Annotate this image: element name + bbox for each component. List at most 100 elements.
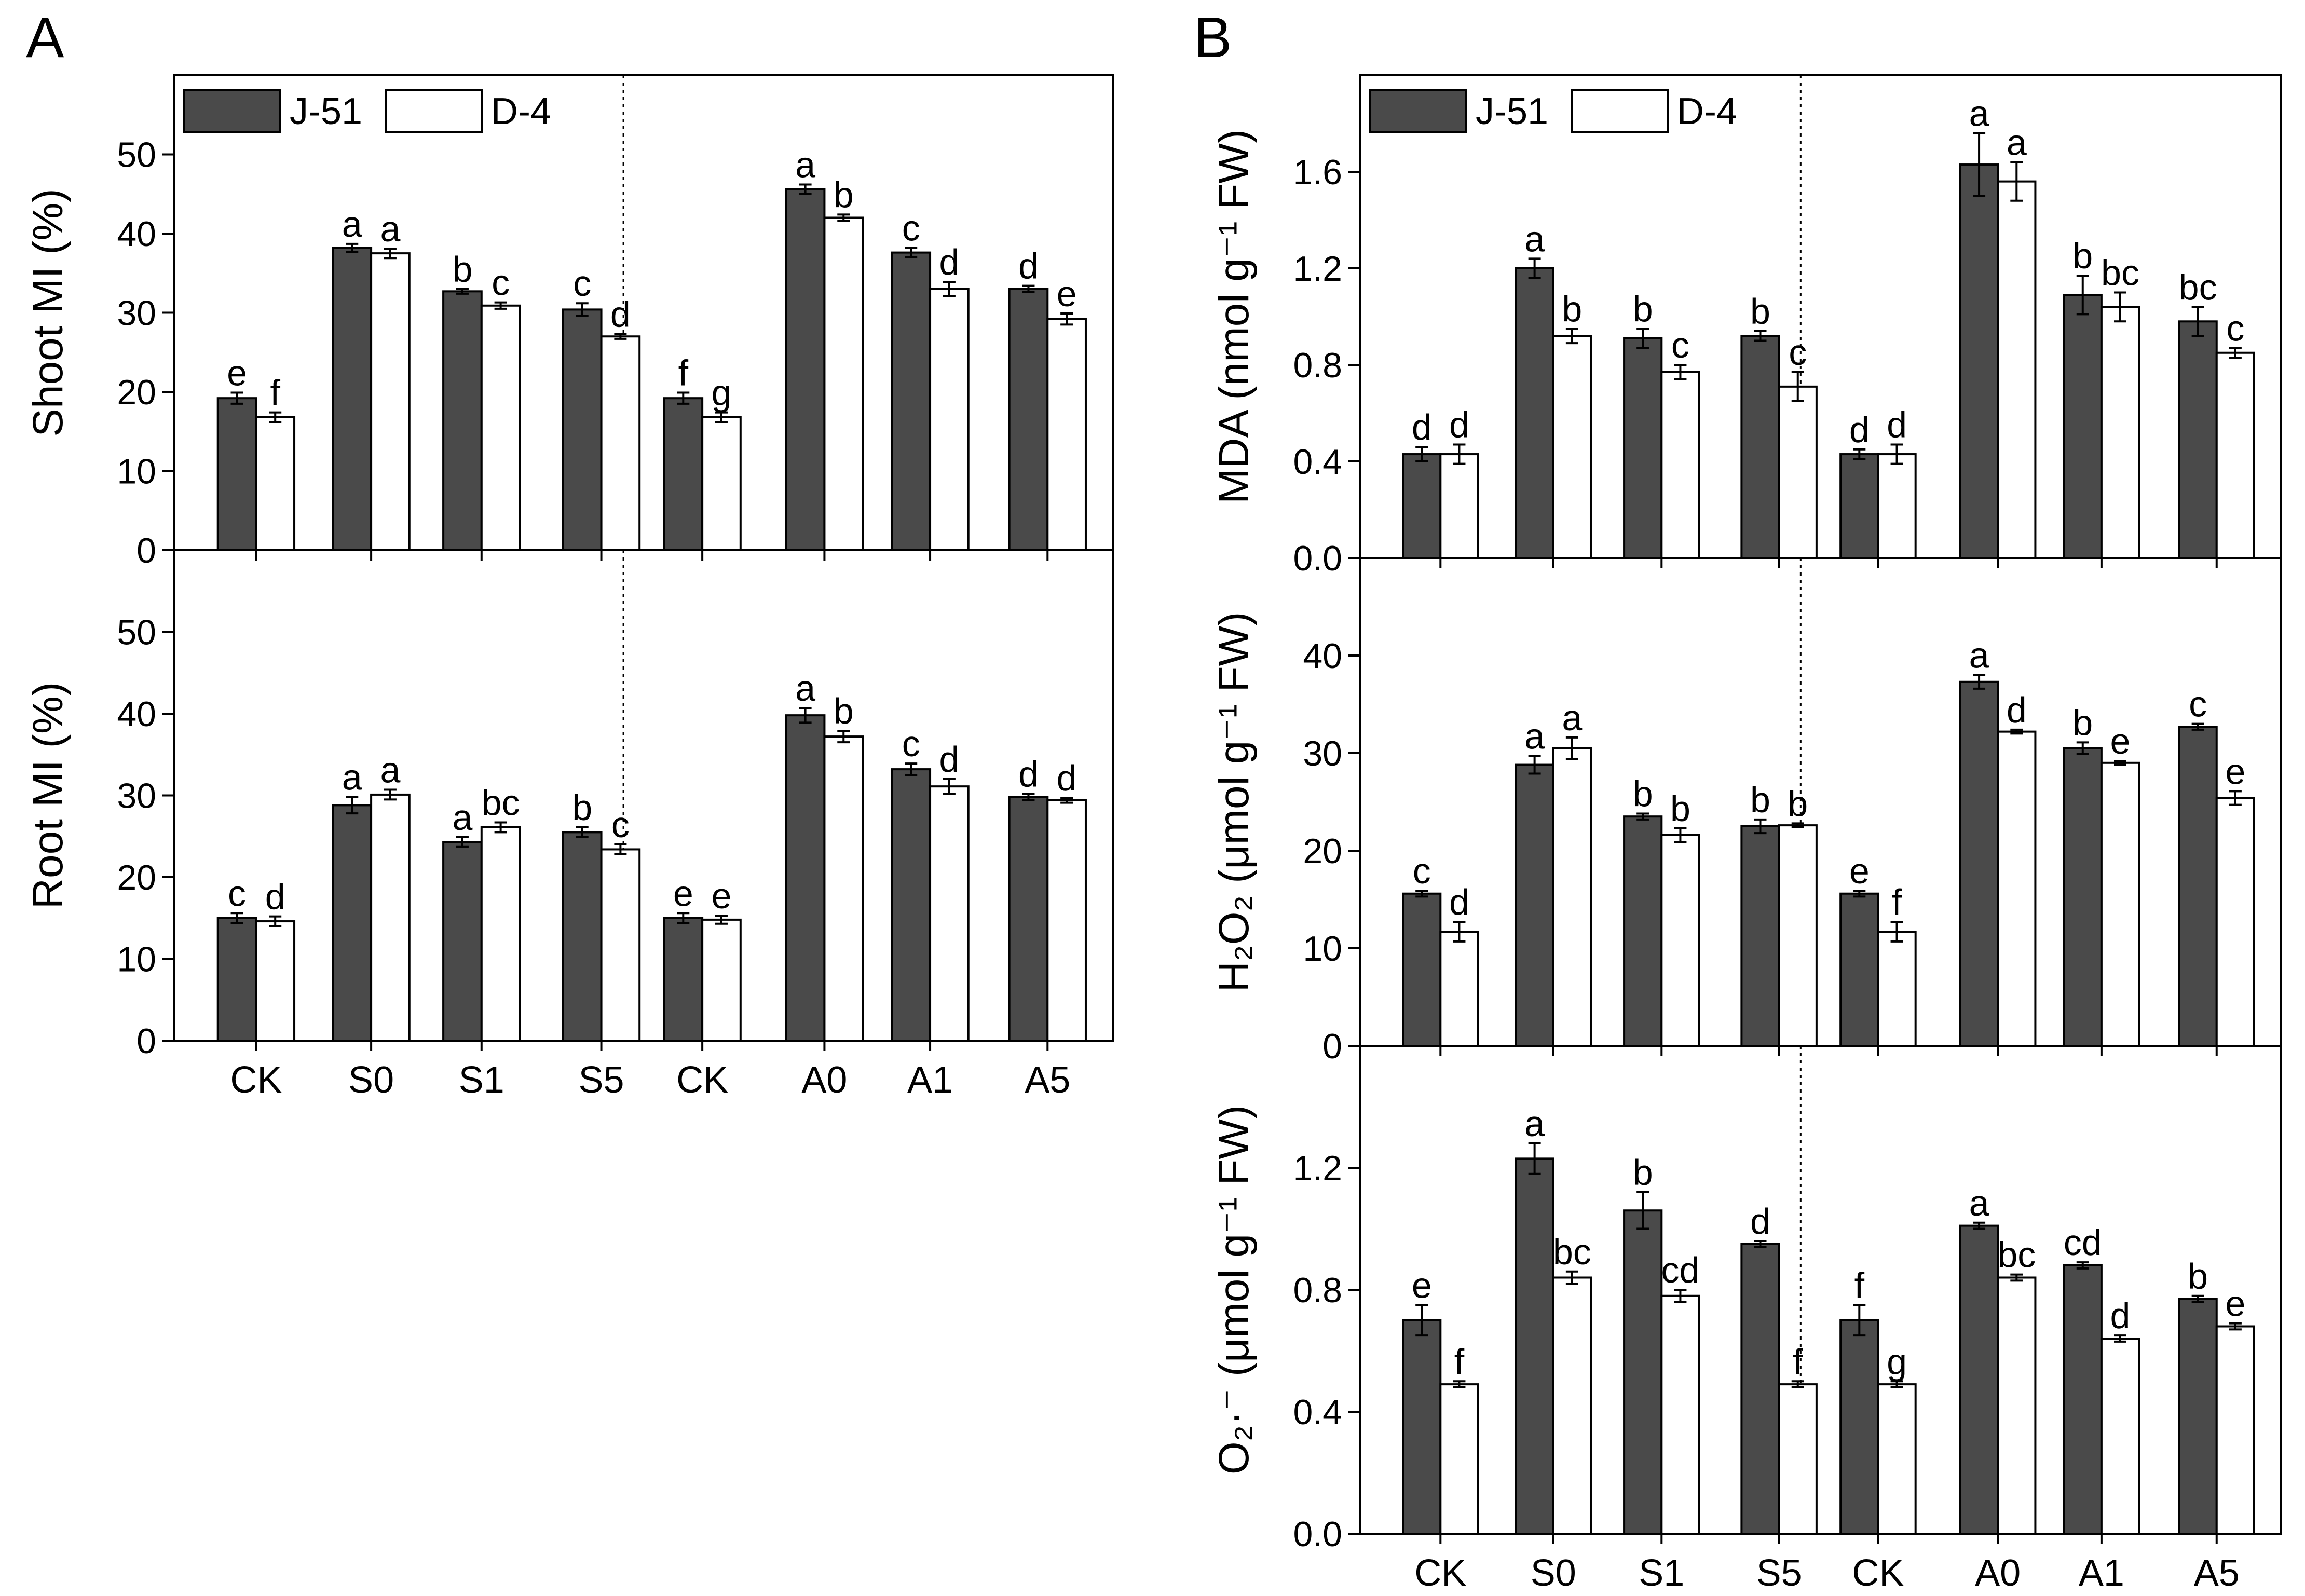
significance-letter: f	[1892, 882, 1902, 922]
x-tick-label: A5	[1025, 1059, 1070, 1101]
error-bar	[346, 242, 359, 253]
error-bar	[346, 796, 359, 815]
significance-letter: f	[1854, 1265, 1865, 1305]
error-bar	[2229, 790, 2242, 806]
error-bar	[1453, 443, 1466, 465]
plot-frame	[173, 74, 1114, 551]
error-bar	[269, 915, 282, 927]
significance-letter: e	[711, 876, 731, 916]
bar-d4	[1552, 747, 1592, 1047]
bar-j51	[1839, 892, 1879, 1047]
y-tick-label: 1.2	[1293, 249, 1342, 289]
significance-letter: c	[1671, 325, 1689, 365]
bar-d4	[929, 785, 970, 1042]
error-bar	[1791, 822, 1804, 828]
error-bar	[1973, 674, 1986, 690]
significance-letter: d	[1849, 410, 1870, 450]
error-bar	[2076, 274, 2089, 316]
error-bar	[384, 788, 397, 801]
significance-letter: b	[2188, 1256, 2208, 1297]
error-bar	[1636, 328, 1649, 349]
y-tick-label: 0	[137, 1021, 156, 1061]
bar-j51	[2063, 1264, 2103, 1535]
legend-label: D-4	[1677, 91, 1737, 132]
bar-d4	[1877, 931, 1917, 1047]
significance-letter: d	[1412, 407, 1432, 447]
y-tick-label: 20	[1303, 831, 1342, 871]
y-tick-label: 30	[117, 294, 156, 333]
legend-swatch-j51	[183, 89, 281, 133]
x-tick-label: S5	[1756, 1552, 1802, 1594]
x-tick-label: CK	[676, 1059, 728, 1101]
bar-j51	[1740, 335, 1780, 559]
error-bar	[576, 826, 589, 838]
legend-swatch-d4	[385, 89, 483, 133]
y-tick-label: 0	[137, 531, 156, 570]
chart-2: 0 10 20 30 40 50 Root MI (%) CK S0 S1 S5 CK A0 A1 A5 c a…	[24, 549, 1114, 1101]
error-bar	[1528, 755, 1541, 775]
significance-letter: e	[1057, 274, 1077, 314]
bar-d4	[701, 918, 742, 1042]
bar-j51	[785, 714, 826, 1042]
error-bar	[677, 912, 690, 924]
legend-swatch-j51	[1369, 89, 1467, 133]
error-bar	[1528, 1142, 1541, 1175]
bar-d4	[1439, 931, 1479, 1047]
significance-letter: f	[1793, 1341, 1803, 1382]
error-bar	[905, 247, 918, 258]
error-bar	[1853, 448, 1866, 460]
significance-letter: d	[1018, 754, 1039, 794]
significance-letter: b	[1633, 774, 1653, 814]
bar-j51	[785, 188, 826, 552]
bar-j51	[1515, 267, 1554, 559]
error-bar	[1754, 818, 1767, 835]
bar-j51	[562, 308, 603, 552]
significance-letter: c	[1413, 851, 1431, 891]
bar-j51	[216, 397, 257, 551]
bar-d4	[1778, 824, 1818, 1047]
significance-letter: b	[1750, 780, 1770, 820]
error-bar	[1565, 736, 1578, 760]
y-axis-label: Root MI (%)	[24, 682, 72, 909]
significance-letter: bc	[482, 782, 520, 823]
legend-swatch-d4	[1571, 89, 1669, 133]
y-tick-label: 50	[117, 613, 156, 652]
bar-d4	[480, 826, 521, 1042]
significance-letter: b	[834, 691, 854, 731]
bar-d4	[1439, 1383, 1479, 1535]
x-tick-label: CK	[230, 1059, 282, 1101]
bar-d4	[1877, 453, 1917, 559]
bar-d4	[823, 735, 864, 1042]
error-bar	[1853, 890, 1866, 898]
error-bar	[2229, 347, 2242, 359]
error-bar	[456, 288, 469, 295]
significance-letter: b	[834, 174, 854, 215]
x-tick-label: A0	[1975, 1552, 2021, 1594]
bar-j51	[1839, 453, 1879, 559]
bar-j51	[2178, 320, 2218, 559]
significance-letter: c	[902, 724, 920, 764]
error-bar	[2113, 1334, 2126, 1343]
y-tick-label: 10	[117, 940, 156, 979]
bar-j51	[891, 768, 932, 1042]
bar-j51	[1839, 1319, 1879, 1535]
significance-letter: a	[342, 757, 362, 798]
y-tick-label: 50	[117, 135, 156, 175]
significance-letter: b	[1670, 788, 1690, 829]
error-bar	[2229, 1322, 2242, 1331]
y-tick-label: 40	[117, 214, 156, 254]
error-bar	[1060, 797, 1073, 804]
error-bar	[1791, 371, 1804, 402]
y-tick-label: 0.0	[1293, 1515, 1342, 1554]
error-bar	[2076, 741, 2089, 755]
y-tick-label: 30	[117, 776, 156, 816]
error-bar	[1415, 890, 1428, 898]
error-bar	[837, 213, 850, 222]
bar-j51	[442, 841, 483, 1042]
y-axis-label: H₂O₂ (μmol g⁻¹ FW)	[1210, 612, 1258, 992]
error-bar	[494, 301, 507, 310]
y-tick-label: 10	[1303, 929, 1342, 968]
error-bar	[2076, 1261, 2089, 1270]
y-tick-label: 0.4	[1293, 442, 1342, 482]
y-tick-label: 30	[1303, 734, 1342, 773]
